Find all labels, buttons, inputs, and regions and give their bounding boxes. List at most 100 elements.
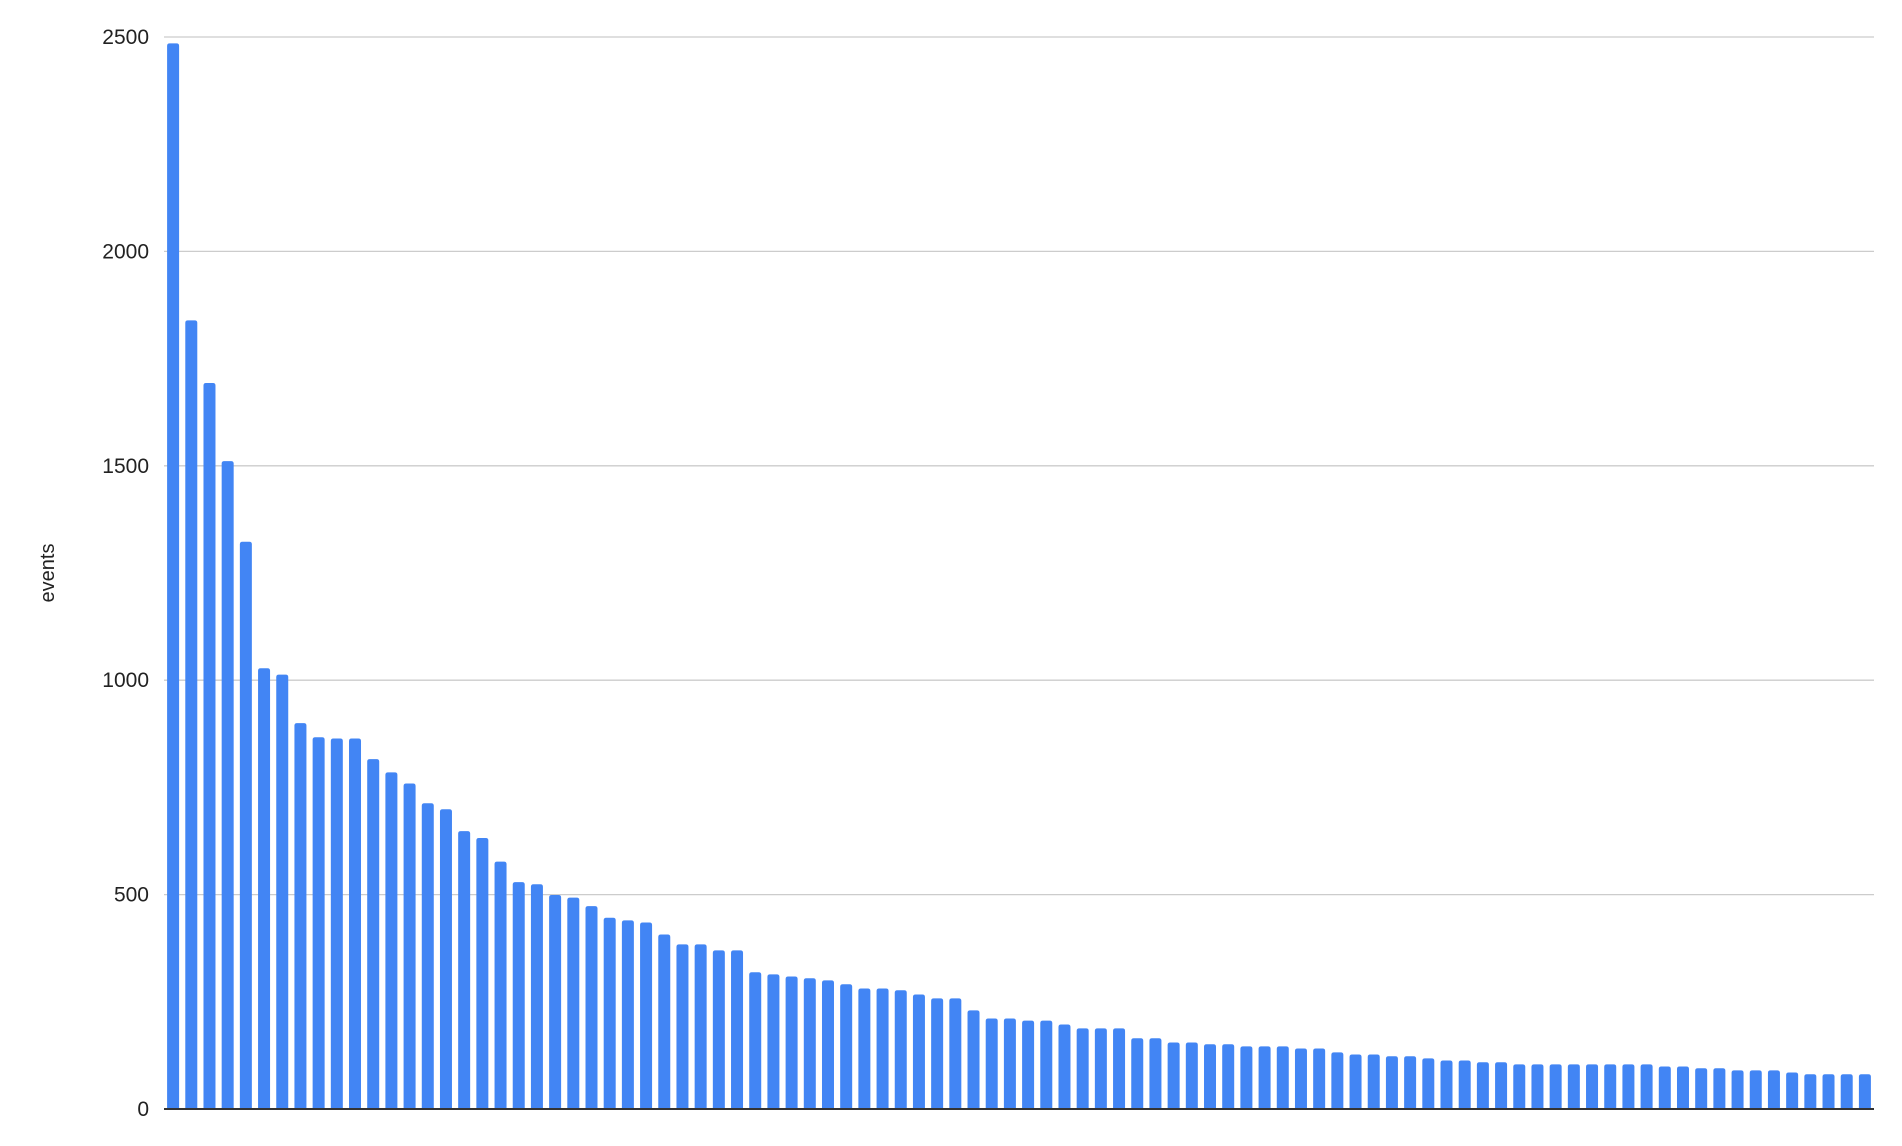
y-axis-ticks: 0 500 1000 1500 2000 2500 <box>102 26 149 1121</box>
bar <box>549 895 562 1109</box>
bar <box>1258 1046 1271 1109</box>
bar <box>1549 1064 1562 1109</box>
bar <box>803 978 816 1109</box>
bar <box>221 461 234 1109</box>
bar <box>167 43 180 1109</box>
bar <box>894 990 907 1109</box>
bar <box>712 950 725 1109</box>
bar <box>1767 1070 1780 1109</box>
bar <box>1513 1064 1526 1109</box>
bar <box>1167 1042 1180 1109</box>
bar <box>1695 1068 1708 1109</box>
bar <box>512 882 525 1109</box>
bar <box>1422 1058 1435 1109</box>
bar <box>1294 1048 1307 1109</box>
bar <box>1404 1056 1417 1109</box>
bar <box>421 803 434 1109</box>
bar <box>1604 1064 1617 1109</box>
bar <box>1531 1064 1544 1109</box>
bar <box>1640 1064 1653 1109</box>
bar <box>876 988 889 1109</box>
bar <box>749 972 762 1109</box>
bar <box>1094 1028 1107 1109</box>
bar <box>1858 1074 1871 1109</box>
bar <box>1022 1020 1035 1109</box>
bar <box>1495 1062 1508 1109</box>
bar <box>1786 1072 1799 1109</box>
bar <box>367 759 380 1109</box>
bar <box>203 383 216 1109</box>
bar <box>1622 1064 1635 1109</box>
bar <box>1058 1024 1071 1109</box>
bar <box>767 974 780 1109</box>
y-tick-label: 1000 <box>102 669 149 692</box>
bar <box>330 738 343 1109</box>
y-tick-label: 2500 <box>102 26 149 49</box>
bar <box>1204 1044 1217 1109</box>
bar <box>1185 1042 1198 1109</box>
bar <box>1040 1020 1053 1109</box>
bar <box>1331 1052 1344 1109</box>
bar <box>1385 1056 1398 1109</box>
bar <box>785 976 798 1109</box>
bar <box>640 922 653 1109</box>
bar <box>1731 1070 1744 1109</box>
bar <box>731 950 744 1109</box>
bar <box>239 541 252 1109</box>
bar <box>967 1010 980 1109</box>
bar <box>258 668 271 1109</box>
bar <box>1222 1044 1235 1109</box>
bar <box>1367 1054 1380 1109</box>
bar <box>385 772 398 1109</box>
bar <box>1676 1066 1689 1109</box>
bar <box>694 944 707 1109</box>
bar <box>439 809 452 1109</box>
y-tick-label: 500 <box>114 884 149 907</box>
bar <box>985 1018 998 1109</box>
bar <box>1822 1074 1835 1109</box>
bar <box>1131 1038 1144 1109</box>
bar <box>276 674 289 1109</box>
bar <box>603 917 616 1109</box>
y-axis-title: events <box>37 544 59 603</box>
bar <box>1440 1060 1453 1109</box>
bar <box>676 944 689 1109</box>
bar <box>567 897 580 1109</box>
bar <box>1476 1062 1489 1109</box>
bar <box>1313 1048 1326 1109</box>
bar <box>1749 1070 1762 1109</box>
bar <box>621 920 634 1109</box>
bar <box>1113 1028 1126 1109</box>
bar <box>1349 1054 1362 1109</box>
bar <box>185 320 198 1110</box>
bar <box>858 988 871 1109</box>
bar <box>821 980 834 1109</box>
bar <box>1240 1046 1253 1109</box>
bar <box>403 783 416 1109</box>
bars <box>167 43 1871 1110</box>
bar <box>458 831 471 1109</box>
bar <box>1458 1060 1471 1109</box>
bar <box>494 861 507 1109</box>
bar <box>1567 1064 1580 1109</box>
bar <box>1003 1018 1016 1109</box>
bar <box>931 998 944 1109</box>
bar <box>1840 1074 1853 1109</box>
bar <box>1804 1074 1817 1109</box>
y-tick-label: 0 <box>137 1098 149 1121</box>
bar <box>949 998 962 1109</box>
bar <box>1076 1028 1089 1109</box>
bar <box>476 837 489 1109</box>
bar <box>658 934 671 1109</box>
bar <box>312 737 325 1109</box>
bar <box>349 738 362 1109</box>
bar <box>294 723 307 1109</box>
bar <box>1658 1066 1671 1109</box>
bar <box>1149 1038 1162 1109</box>
gridlines <box>164 36 1874 896</box>
bar <box>1276 1046 1289 1109</box>
bar <box>530 884 543 1109</box>
y-tick-label: 1500 <box>102 455 149 478</box>
bar <box>912 994 925 1109</box>
